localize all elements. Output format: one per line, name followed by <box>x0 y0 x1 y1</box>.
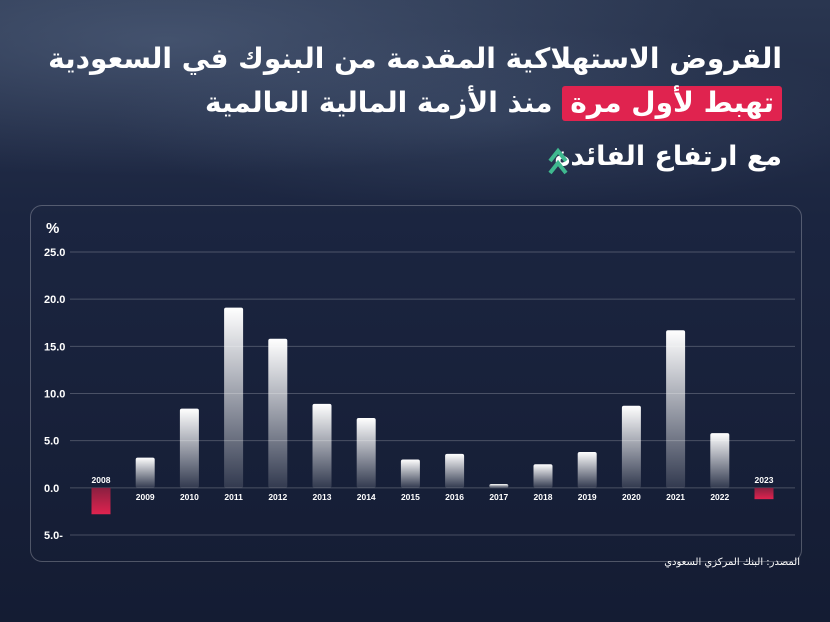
bar-2013 <box>312 403 332 488</box>
headline-line-1: القروض الاستهلاكية المقدمة من البنوك في … <box>48 42 782 75</box>
x-tick-label: 2010 <box>180 492 199 502</box>
y-tick-label: 5.0 <box>44 436 59 448</box>
bar-2023 <box>754 487 774 500</box>
x-tick-label: 2014 <box>357 492 376 502</box>
x-tick-label: 2013 <box>313 492 332 502</box>
bar-2019 <box>577 451 597 488</box>
bar-2012 <box>268 338 288 488</box>
y-tick-label: 15.0 <box>44 341 65 353</box>
y-tick-label: 25.0 <box>44 247 65 259</box>
y-tick-label: 0.0 <box>44 483 59 495</box>
x-tick-label: 2019 <box>578 492 597 502</box>
chart-frame <box>30 205 802 562</box>
bar-2017 <box>489 484 509 488</box>
y-axis-label: % <box>46 220 59 237</box>
bar-2018 <box>533 464 553 488</box>
x-tick-label: 2017 <box>489 492 508 502</box>
bar-2016 <box>445 453 465 488</box>
headline-line-2: تهبط لأول مرة منذ الأزمة المالية العالمي… <box>204 86 782 121</box>
headline-line-2-rest: منذ الأزمة المالية العالمية <box>204 86 553 119</box>
bar-2021 <box>666 330 686 488</box>
x-tick-label: 2022 <box>710 492 729 502</box>
y-tick-label: 5.0- <box>44 530 63 542</box>
x-tick-label: 2015 <box>401 492 420 502</box>
x-tick-label: 2009 <box>136 492 155 502</box>
headline-highlight: تهبط لأول مرة <box>562 86 782 121</box>
bar-2008 <box>91 487 111 515</box>
x-tick-label: 2012 <box>268 492 287 502</box>
x-tick-label: 2011 <box>224 492 243 502</box>
bar-2015 <box>400 459 420 488</box>
bar-2014 <box>356 418 376 488</box>
up-arrow-icon <box>548 147 568 175</box>
bar-2010 <box>179 408 199 488</box>
x-tick-label: 2021 <box>666 492 685 502</box>
x-tick-label: 2016 <box>445 492 464 502</box>
bar-2009 <box>135 457 155 488</box>
y-tick-label: 20.0 <box>44 294 65 306</box>
x-tick-label: 2008 <box>92 475 111 485</box>
x-tick-label: 2023 <box>755 475 774 485</box>
source-note: المصدر: البنك المركزي السعودي <box>664 557 800 568</box>
bar-2022 <box>710 433 730 488</box>
bar-2011 <box>224 307 244 488</box>
bar-2020 <box>621 405 641 488</box>
x-tick-label: 2020 <box>622 492 641 502</box>
y-tick-label: 10.0 <box>44 389 65 401</box>
headline-line-3: مع ارتفاع الفائدة <box>554 141 782 172</box>
x-tick-label: 2018 <box>534 492 553 502</box>
